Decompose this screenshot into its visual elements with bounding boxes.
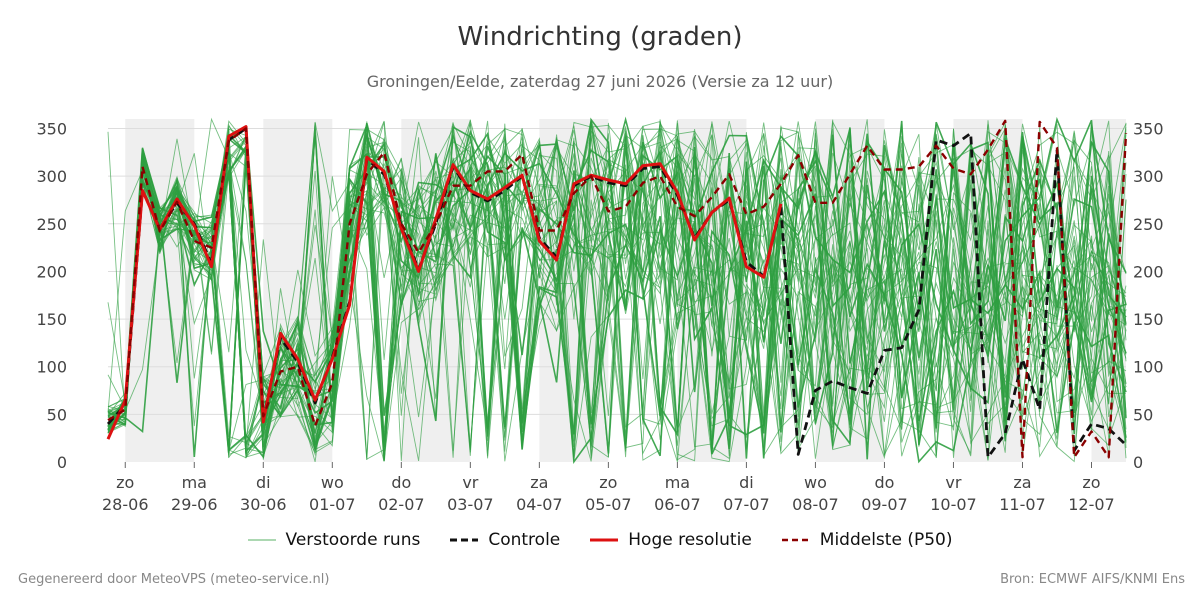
x-tick-day-1: ma — [182, 473, 207, 492]
x-tick-date-10: 08-07 — [792, 495, 839, 514]
x-tick-day-6: za — [530, 473, 548, 492]
x-tick-date-14: 12-07 — [1068, 495, 1115, 514]
legend-item-high-res[interactable]: Hoge resolutie — [590, 530, 752, 550]
x-tick-day-9: di — [739, 473, 754, 492]
x-tick-day-7: zo — [599, 473, 617, 492]
y-tick-left-300: 300 — [36, 167, 67, 186]
legend-item-median[interactable]: Middelste (P50) — [781, 530, 953, 550]
legend-item-ensemble[interactable]: Verstoorde runs — [247, 530, 421, 550]
main-series — [106, 119, 1128, 459]
legend-swatch-high-res — [590, 538, 619, 542]
y-tick-right-350: 350 — [1133, 120, 1164, 139]
ensemble-run-35 — [107, 116, 1127, 436]
x-tick-date-6: 04-07 — [516, 495, 563, 514]
x-tick-day-4: do — [391, 473, 411, 492]
legend: Verstoorde runs Controle Hoge resolutie … — [0, 530, 1200, 550]
y-tick-left-100: 100 — [36, 358, 67, 377]
x-tick-date-9: 07-07 — [723, 495, 770, 514]
ensemble-run-49 — [107, 120, 1127, 459]
ensemble-run-43 — [107, 121, 1127, 458]
x-tick-day-14: zo — [1082, 473, 1100, 492]
y-tick-right-250: 250 — [1133, 215, 1164, 234]
x-tick-day-5: vr — [462, 473, 478, 492]
chart-title: Windrichting (graden) — [457, 22, 743, 52]
legend-swatch-ensemble — [247, 539, 276, 541]
y-tick-right-50: 50 — [1133, 405, 1153, 424]
x-tick-day-0: zo — [116, 473, 134, 492]
y-tick-right-150: 150 — [1133, 310, 1164, 329]
legend-swatch-median — [781, 538, 810, 542]
x-tick-date-8: 06-07 — [654, 495, 701, 514]
legend-label-high-res: Hoge resolutie — [628, 530, 752, 550]
y-axis-right: 0 50 100 150 200 250 300 350 — [1133, 120, 1164, 472]
x-tick-date-3: 01-07 — [309, 495, 356, 514]
legend-label-median: Middelste (P50) — [819, 530, 953, 550]
y-tick-right-200: 200 — [1133, 262, 1164, 281]
ensemble-run-48 — [107, 123, 1127, 460]
y-tick-left-50: 50 — [47, 405, 67, 424]
y-tick-right-300: 300 — [1133, 167, 1164, 186]
x-tick-date-4: 02-07 — [378, 495, 425, 514]
x-tick-date-2: 30-06 — [240, 495, 287, 514]
x-tick-date-7: 05-07 — [585, 495, 632, 514]
ensemble-run-41 — [107, 125, 1127, 462]
y-tick-left-250: 250 — [36, 215, 67, 234]
x-tick-date-11: 09-07 — [861, 495, 908, 514]
x-tick-date-13: 11-07 — [999, 495, 1046, 514]
x-tick-day-13: za — [1013, 473, 1031, 492]
legend-item-control[interactable]: Controle — [450, 530, 560, 550]
chart-subtitle: Groningen/Eelde, zaterdag 27 juni 2026 (… — [366, 72, 834, 91]
ensemble-run-46 — [107, 119, 1127, 451]
footer-generated-by: Gegenereerd door MeteoVPS (meteo-service… — [18, 572, 330, 587]
median-line — [107, 119, 1128, 459]
ensemble-run-18 — [107, 121, 1127, 463]
x-axis: zo 28-06 ma 29-06 di 30-06 wo 01-07 do 02-07 vr 03-… — [102, 462, 1115, 514]
legend-swatch-control — [450, 538, 479, 542]
x-tick-day-3: wo — [321, 473, 344, 492]
legend-label-ensemble: Verstoorde runs — [285, 530, 421, 550]
y-tick-left-350: 350 — [36, 120, 67, 139]
y-tick-left-200: 200 — [36, 262, 67, 281]
y-tick-left-150: 150 — [36, 310, 67, 329]
y-axis-left: 0 50 100 150 200 250 300 350 — [36, 120, 67, 472]
x-tick-day-10: wo — [804, 473, 827, 492]
x-tick-date-1: 29-06 — [171, 495, 218, 514]
x-tick-day-2: di — [256, 473, 271, 492]
x-tick-date-0: 28-06 — [102, 495, 149, 514]
footer-source: Bron: ECMWF AIFS/KNMI Ens — [1000, 572, 1185, 587]
x-tick-day-8: ma — [665, 473, 690, 492]
x-tick-day-11: do — [874, 473, 894, 492]
x-tick-date-12: 10-07 — [930, 495, 977, 514]
y-tick-right-0: 0 — [1133, 453, 1143, 472]
legend-label-control: Controle — [488, 530, 561, 550]
y-tick-left-0: 0 — [57, 453, 67, 472]
x-tick-day-12: vr — [945, 473, 961, 492]
y-tick-right-100: 100 — [1133, 358, 1164, 377]
x-tick-date-5: 03-07 — [447, 495, 494, 514]
